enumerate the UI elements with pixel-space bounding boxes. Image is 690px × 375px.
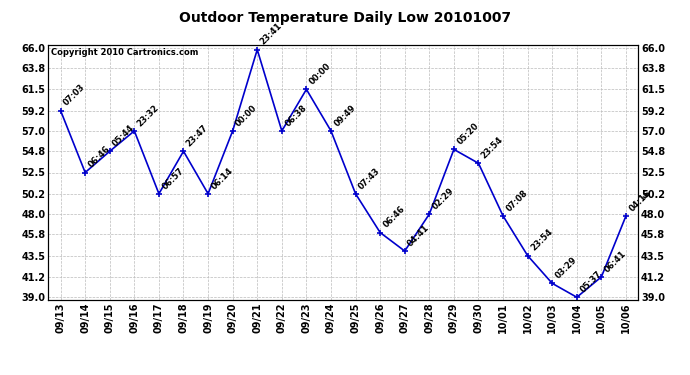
Text: Copyright 2010 Cartronics.com: Copyright 2010 Cartronics.com: [51, 48, 199, 57]
Text: 23:47: 23:47: [185, 123, 210, 148]
Text: 23:54: 23:54: [480, 135, 505, 160]
Text: 06:14: 06:14: [210, 166, 235, 191]
Text: 06:38: 06:38: [283, 103, 308, 128]
Text: 00:00: 00:00: [234, 103, 259, 128]
Text: 04:16: 04:16: [627, 188, 653, 213]
Text: 23:54: 23:54: [529, 228, 554, 253]
Text: 23:32: 23:32: [136, 103, 161, 128]
Text: 02:29: 02:29: [431, 186, 456, 211]
Text: 06:46: 06:46: [86, 144, 112, 170]
Text: 05:20: 05:20: [455, 122, 480, 147]
Text: 07:43: 07:43: [357, 166, 382, 191]
Text: 03:29: 03:29: [553, 255, 579, 280]
Text: 07:03: 07:03: [62, 83, 87, 108]
Text: 04:41: 04:41: [406, 223, 431, 248]
Text: 05:37: 05:37: [578, 269, 603, 294]
Text: 06:57: 06:57: [160, 166, 186, 191]
Text: 09:49: 09:49: [333, 103, 357, 128]
Text: Outdoor Temperature Daily Low 20101007: Outdoor Temperature Daily Low 20101007: [179, 11, 511, 25]
Text: 06:41: 06:41: [603, 249, 628, 274]
Text: 06:46: 06:46: [382, 204, 407, 230]
Text: 00:00: 00:00: [308, 62, 333, 87]
Text: 07:08: 07:08: [504, 188, 529, 213]
Text: 23:41: 23:41: [259, 22, 284, 47]
Text: 05:44: 05:44: [111, 123, 137, 148]
